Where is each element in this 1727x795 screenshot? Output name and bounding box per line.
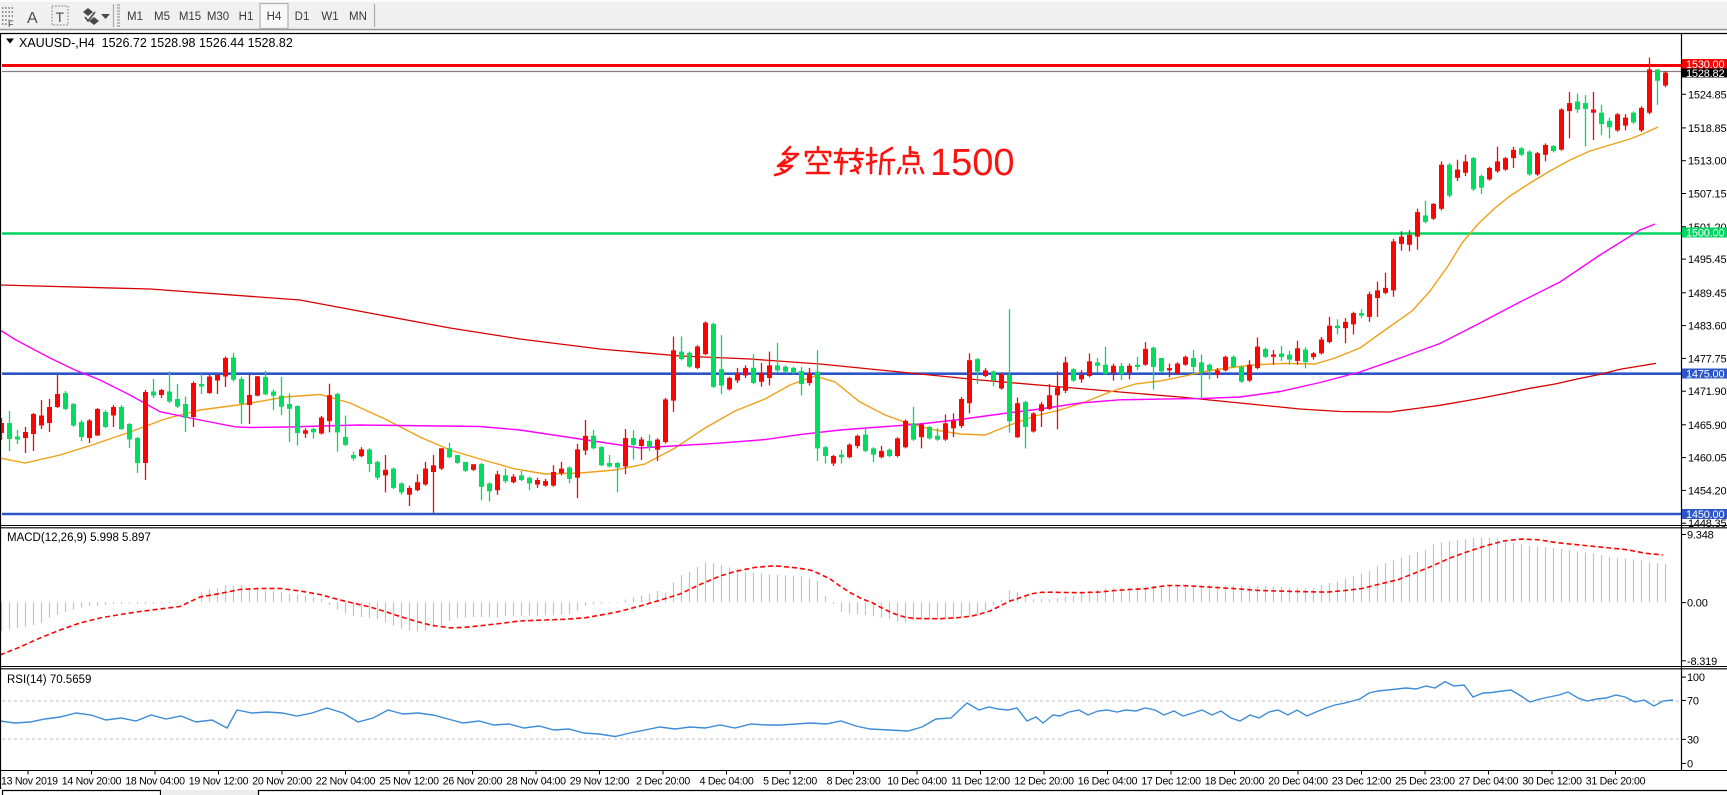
svg-text:1483.60: 1483.60 — [1688, 321, 1726, 333]
svg-text:MN: MN — [349, 11, 367, 23]
svg-text:1500: 1500 — [930, 142, 1015, 184]
svg-text:9.348: 9.348 — [1687, 530, 1714, 542]
svg-text:8 Dec 23:00: 8 Dec 23:00 — [827, 776, 881, 788]
svg-text:M5: M5 — [154, 11, 170, 23]
svg-text:RSI(14) 70.5659: RSI(14) 70.5659 — [7, 674, 91, 686]
svg-text:18 Nov 04:00: 18 Nov 04:00 — [125, 776, 185, 788]
svg-text:1507.15: 1507.15 — [1688, 189, 1726, 201]
svg-text:1454.20: 1454.20 — [1688, 485, 1726, 497]
svg-text:28 Nov 04:00: 28 Nov 04:00 — [506, 776, 566, 788]
svg-text:1465.90: 1465.90 — [1688, 420, 1726, 432]
svg-text:19 Nov 12:00: 19 Nov 12:00 — [189, 776, 249, 788]
svg-text:18 Dec 20:00: 18 Dec 20:00 — [1205, 776, 1265, 788]
svg-text:30 Dec 12:00: 30 Dec 12:00 — [1522, 776, 1582, 788]
svg-text:1471.90: 1471.90 — [1688, 386, 1726, 398]
svg-text:1518.85: 1518.85 — [1688, 123, 1726, 135]
svg-text:70: 70 — [1687, 695, 1699, 707]
svg-text:25 Nov 12:00: 25 Nov 12:00 — [379, 776, 439, 788]
svg-text:T: T — [56, 9, 65, 25]
svg-text:1530.00: 1530.00 — [1686, 59, 1724, 71]
svg-text:100: 100 — [1687, 672, 1705, 684]
svg-text:31 Dec 20:00: 31 Dec 20:00 — [1586, 776, 1646, 788]
svg-text:17 Dec 12:00: 17 Dec 12:00 — [1141, 776, 1201, 788]
svg-text:10 Dec 04:00: 10 Dec 04:00 — [887, 776, 947, 788]
svg-text:F: F — [8, 19, 14, 29]
svg-text:29 Nov 12:00: 29 Nov 12:00 — [570, 776, 630, 788]
svg-text:M1: M1 — [127, 11, 143, 23]
svg-text:H4: H4 — [267, 11, 282, 23]
svg-text:12 Dec 20:00: 12 Dec 20:00 — [1014, 776, 1074, 788]
svg-text:4 Dec 04:00: 4 Dec 04:00 — [700, 776, 754, 788]
svg-text:11 Dec 12:00: 11 Dec 12:00 — [951, 776, 1010, 788]
svg-text:14 Nov 20:00: 14 Nov 20:00 — [62, 776, 122, 788]
svg-text:1513.00: 1513.00 — [1688, 156, 1726, 168]
svg-text:20 Dec 04:00: 20 Dec 04:00 — [1268, 776, 1328, 788]
svg-text:1500.00: 1500.00 — [1686, 228, 1724, 240]
svg-text:W1: W1 — [321, 11, 338, 23]
svg-text:1475.00: 1475.00 — [1686, 369, 1724, 381]
svg-text:2 Dec 20:00: 2 Dec 20:00 — [636, 776, 690, 788]
svg-text:1477.75: 1477.75 — [1688, 353, 1726, 365]
svg-text:XAUUSD-,H4 1526.72 1528.98 15: XAUUSD-,H4 1526.72 1528.98 1526.44 1528.… — [19, 36, 293, 50]
svg-text:-8.319: -8.319 — [1687, 656, 1717, 668]
svg-text:1450.00: 1450.00 — [1686, 509, 1724, 521]
svg-text:MACD(12,26,9) 5.998 5.897: MACD(12,26,9) 5.998 5.897 — [7, 532, 151, 544]
svg-text:16 Dec 04:00: 16 Dec 04:00 — [1078, 776, 1138, 788]
svg-text:0: 0 — [1687, 758, 1693, 770]
svg-text:D1: D1 — [295, 11, 310, 23]
svg-text:0.00: 0.00 — [1687, 598, 1708, 610]
svg-text:1528.82: 1528.82 — [1686, 68, 1724, 80]
svg-text:1460.05: 1460.05 — [1688, 453, 1726, 465]
svg-text:20 Nov 20:00: 20 Nov 20:00 — [252, 776, 312, 788]
svg-text:13 Nov 2019: 13 Nov 2019 — [1, 776, 58, 788]
svg-text:26 Nov 20:00: 26 Nov 20:00 — [443, 776, 503, 788]
svg-text:25 Dec 23:00: 25 Dec 23:00 — [1395, 776, 1455, 788]
svg-text:1524.85: 1524.85 — [1688, 89, 1726, 101]
svg-text:22 Nov 04:00: 22 Nov 04:00 — [316, 776, 376, 788]
svg-text:23 Dec 12:00: 23 Dec 12:00 — [1332, 776, 1392, 788]
svg-text:1489.45: 1489.45 — [1688, 288, 1726, 300]
svg-text:H1: H1 — [239, 11, 254, 23]
svg-text:5 Dec 12:00: 5 Dec 12:00 — [763, 776, 817, 788]
svg-text:1448.35: 1448.35 — [1688, 518, 1726, 530]
svg-text:27 Dec 04:00: 27 Dec 04:00 — [1459, 776, 1519, 788]
svg-text:M15: M15 — [179, 11, 201, 23]
svg-text:A: A — [27, 10, 38, 27]
svg-text:30: 30 — [1687, 734, 1699, 746]
svg-text:1495.45: 1495.45 — [1688, 254, 1726, 266]
svg-text:M30: M30 — [207, 11, 229, 23]
